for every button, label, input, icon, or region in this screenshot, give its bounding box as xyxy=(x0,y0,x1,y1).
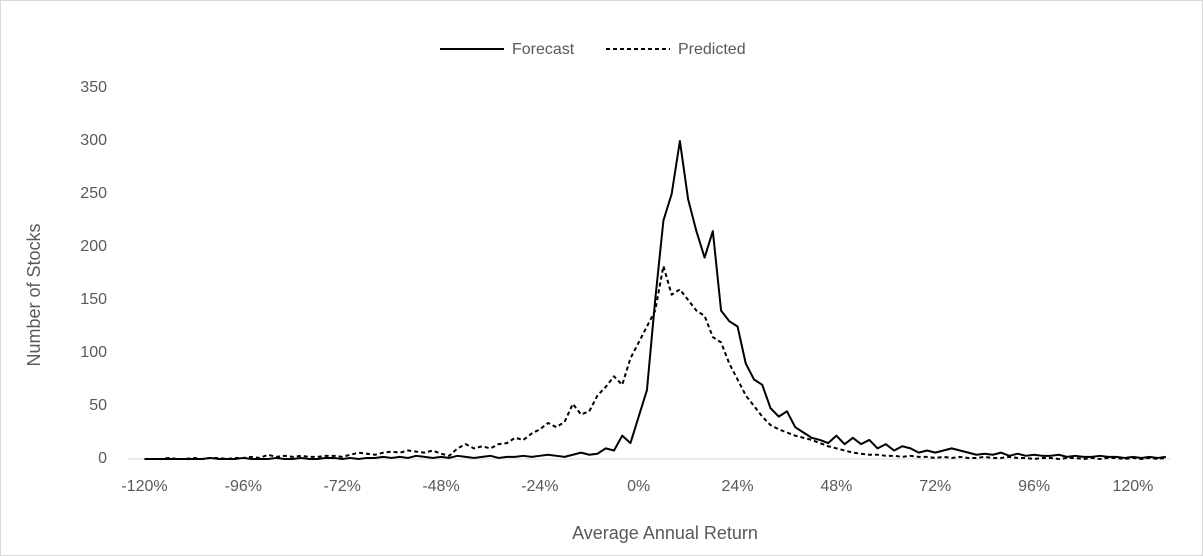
series-line xyxy=(144,140,1167,460)
y-axis-title: Number of Stocks xyxy=(24,223,44,366)
y-tick-label: 50 xyxy=(89,397,107,414)
y-tick-label: 300 xyxy=(80,132,107,149)
y-tick-label: 350 xyxy=(80,79,107,96)
x-tick-label: -24% xyxy=(521,478,558,495)
x-tick-label: -72% xyxy=(323,478,360,495)
x-tick-label: 48% xyxy=(820,478,852,495)
y-tick-label: 0 xyxy=(98,450,107,467)
y-tick-label: 250 xyxy=(80,185,107,202)
x-tick-label: -120% xyxy=(121,478,167,495)
legend-label: Forecast xyxy=(512,41,575,58)
legend-label: Predicted xyxy=(678,41,746,58)
x-axis-title: Average Annual Return xyxy=(572,523,758,543)
y-tick-label: 200 xyxy=(80,238,107,255)
x-tick-label: 96% xyxy=(1018,478,1050,495)
x-tick-label: 0% xyxy=(627,478,650,495)
x-tick-label: 72% xyxy=(919,478,951,495)
series-line xyxy=(144,265,1167,460)
x-tick-label: -48% xyxy=(422,478,459,495)
x-tick-label: -96% xyxy=(225,478,262,495)
y-tick-label: 150 xyxy=(80,291,107,308)
x-tick-label: 120% xyxy=(1112,478,1153,495)
x-tick-label: 24% xyxy=(722,478,754,495)
y-tick-label: 100 xyxy=(80,344,107,361)
